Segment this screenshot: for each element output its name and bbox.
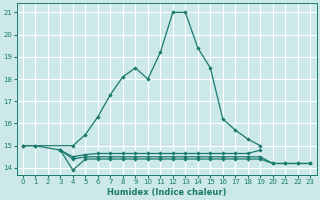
X-axis label: Humidex (Indice chaleur): Humidex (Indice chaleur) — [107, 188, 226, 197]
